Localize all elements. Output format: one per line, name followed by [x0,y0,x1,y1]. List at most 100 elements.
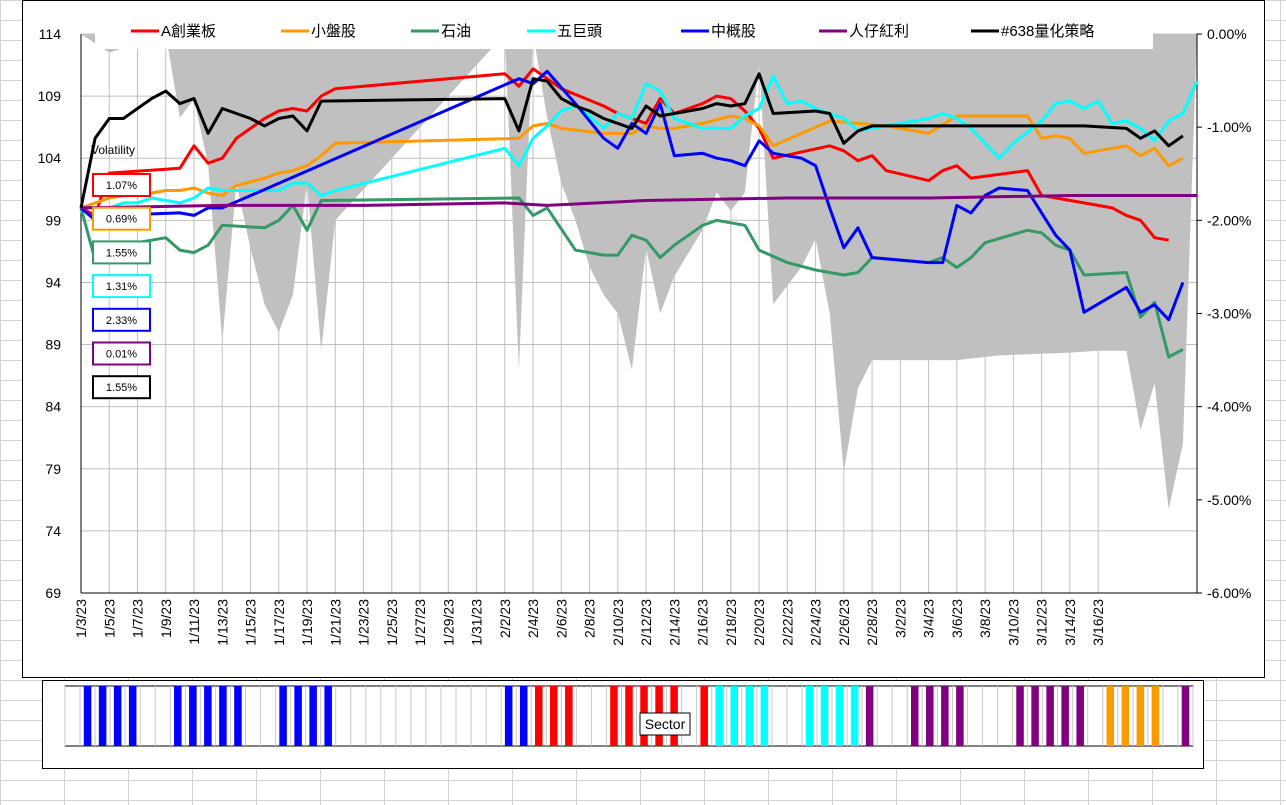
x-tick-label: 1/11/23 [186,599,202,645]
sector-stripe-31 [835,686,844,746]
x-tick-label: 2/26/23 [836,599,852,646]
sector-stripe-9 [234,686,242,746]
x-tick-label: 2/16/23 [695,599,711,646]
volatility-value-3: 1.55% [106,247,137,259]
x-tick-label: 2/8/23 [582,599,598,638]
sector-stripe-5 [174,686,182,746]
x-tick-label: 1/3/23 [73,599,89,638]
x-tick-label: 1/19/23 [299,599,315,646]
sector-stripe-47 [1181,686,1190,746]
sector-stripe-35 [926,686,934,746]
series-line-7 [79,72,1184,209]
sector-stripe-37 [956,686,964,746]
sector-stripe-7 [204,686,212,746]
sector-stripe-1 [83,686,92,746]
sector-stripe-39 [1031,686,1039,746]
sector-stripe-45 [1136,686,1145,746]
chart-frame: 114 109 104 99 94 89 84 79 74 69 0.00% -1.00% -2.00… [22,0,1265,678]
x-tick-label: 1/29/23 [440,599,456,646]
x-tick-label: 1/5/23 [101,599,117,638]
x-tick-label: 3/16/23 [1090,599,1106,646]
sector-stripe-6 [189,686,197,746]
y2-tick-label: -2.00% [1207,212,1251,228]
x-tick-label: 3/2/23 [892,599,908,638]
x-tick-label: 2/14/23 [666,599,682,646]
x-tick-label: 1/27/23 [412,599,428,646]
performance-chart: 114 109 104 99 94 89 84 79 74 69 0.00% -1.00% -2.00… [38,9,1251,646]
sector-chart-frame: Sector [42,680,1204,769]
x-tick-label: 1/23/23 [356,599,372,646]
sector-stripe-28 [760,686,769,746]
x-tick-label: 2/10/23 [610,599,626,646]
sector-label-box [639,712,691,736]
x-tick-label: 3/6/23 [949,599,965,638]
legend-label-6: 人仔紅利 [849,23,909,40]
series-line-3 [79,196,1184,359]
x-tick-label: 1/25/23 [384,599,400,646]
sector-stripe-27 [745,686,754,746]
x-tick-label: 3/10/23 [1005,599,1021,646]
x-tick-label: 1/13/23 [214,599,230,646]
sector-stripe-2 [98,686,107,746]
sector-stripe-42 [1076,686,1084,746]
sector-stripe-41 [1061,686,1069,746]
x-tick-label: 3/4/23 [921,599,937,638]
x-tick-label: 2/28/23 [864,599,880,646]
x-tick-label: 1/31/23 [469,599,485,646]
sector-label: Sector [645,716,686,732]
sector-stripe-18 [565,686,573,746]
legend-label-4: 五巨頭 [557,23,602,40]
sector-stripe-17 [550,686,558,746]
sector-stripe-33 [865,686,874,746]
volatility-value-4: 1.31% [106,281,137,293]
series-line-2 [80,114,1184,210]
volatility-box-7 [92,375,151,400]
y-tick-label: 104 [38,150,62,166]
x-tick-label: 3/14/23 [1062,599,1078,646]
sector-stripe-8 [219,686,227,746]
x-tick-label: 2/12/23 [638,599,654,646]
sector-stripe-38 [1016,686,1024,746]
legend-label-3: 石油 [441,23,471,40]
series-line-5 [80,69,1185,322]
volatility-box-3 [92,240,151,265]
sector-stripe-30 [820,686,829,746]
y-tick-label: 94 [45,274,61,290]
volatility-box-1 [92,173,151,197]
x-tick-label: 1/7/23 [130,599,146,638]
sector-stripe-44 [1121,686,1130,746]
sector-stripe-13 [324,686,332,746]
y2-tick-label: 0.00% [1207,26,1247,42]
y2-tick-label: -3.00% [1207,306,1251,322]
x-tick-label: 2/24/23 [808,599,824,646]
sector-stripe-36 [941,686,949,746]
x-tick-label: 2/18/23 [723,599,739,646]
legend-label-7: #638量化策略 [1001,23,1094,40]
volatility-value-5: 2.33% [106,315,137,327]
sector-stripe-43 [1106,686,1115,746]
x-tick-label: 2/2/23 [497,599,513,638]
sector-stripe-16 [535,686,543,746]
y-tick-label: 74 [45,523,61,539]
sector-stripe-12 [309,686,317,746]
y2-tick-label: -5.00% [1207,492,1251,508]
sector-stripe-10 [279,686,287,746]
volatility-value-1: 1.07% [106,180,137,192]
y-tick-label: 114 [39,26,62,42]
y-tick-label: 99 [45,212,61,228]
sector-stripe-19 [610,686,618,746]
x-tick-label: 2/6/23 [553,599,569,638]
sector-stripe-3 [113,686,122,746]
y2-tick-label: -6.00% [1207,585,1251,601]
sector-stripe-25 [715,686,723,746]
x-tick-label: 2/4/23 [525,599,541,638]
x-tick-label: 3/8/23 [977,599,993,638]
volatility-value-7: 1.55% [106,382,137,394]
legend-label-2: 小盤股 [311,23,356,40]
sector-stripe-32 [850,686,859,746]
x-tick-label: 2/20/23 [751,599,767,646]
x-tick-label: 1/21/23 [327,599,343,646]
volatility-title: Volatility [91,143,135,157]
volatility-box-6 [92,341,151,366]
sector-stripe-11 [294,686,302,746]
